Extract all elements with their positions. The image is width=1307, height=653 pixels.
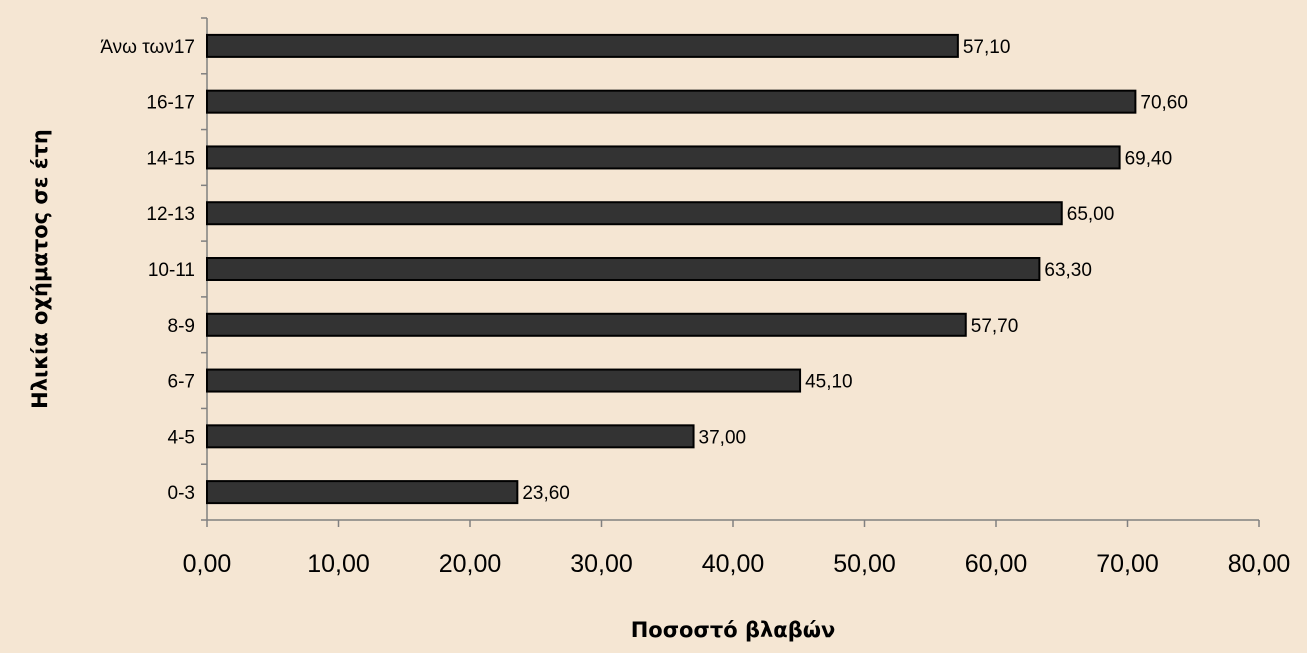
data-label: 65,00 [1067, 204, 1115, 225]
category-label: 8-9 [168, 316, 195, 337]
y-axis-title: Ηλικία οχήματος σε έτη [28, 129, 52, 409]
x-tick-label: 0,00 [183, 550, 232, 578]
bar [206, 33, 959, 58]
bar [206, 145, 1121, 170]
x-axis-title: Ποσοστό βλαβών [631, 618, 836, 642]
bar [206, 312, 967, 337]
bar [206, 89, 1137, 114]
data-label: 37,00 [699, 427, 747, 448]
category-label: Άνω των17 [100, 37, 195, 58]
data-label: 57,10 [963, 37, 1011, 58]
bar [206, 201, 1063, 226]
data-label: 70,60 [1140, 93, 1188, 114]
bar [206, 424, 695, 449]
x-tick-label: 80,00 [1228, 550, 1291, 578]
x-tick-label: 40,00 [702, 550, 765, 578]
x-tick-label: 50,00 [833, 550, 896, 578]
x-tick-label: 30,00 [570, 550, 633, 578]
category-label: 14-15 [146, 148, 195, 169]
bar [206, 368, 802, 393]
category-label: 12-13 [146, 204, 195, 225]
x-tick-label: 20,00 [439, 550, 502, 578]
data-label: 57,70 [971, 316, 1019, 337]
bar [206, 257, 1041, 281]
x-tick-label: 60,00 [965, 550, 1028, 578]
data-label: 45,10 [805, 372, 853, 393]
bars [206, 33, 1137, 505]
data-label: 23,60 [522, 483, 570, 504]
x-tick-label: 70,00 [1096, 550, 1159, 578]
category-label: 0-3 [168, 483, 195, 504]
labels: 0,00 10,00 20,00 30,00 40,00 50,00 60,00 70,00 8… [100, 37, 1290, 578]
data-label: 63,30 [1044, 260, 1092, 281]
x-tick-label: 10,00 [307, 550, 370, 578]
category-label: 4-5 [168, 427, 195, 448]
data-label: 69,40 [1125, 148, 1173, 169]
category-label: 10-11 [148, 260, 195, 281]
bar [206, 480, 519, 505]
category-label: 6-7 [168, 372, 195, 393]
category-label: 16-17 [146, 93, 195, 114]
